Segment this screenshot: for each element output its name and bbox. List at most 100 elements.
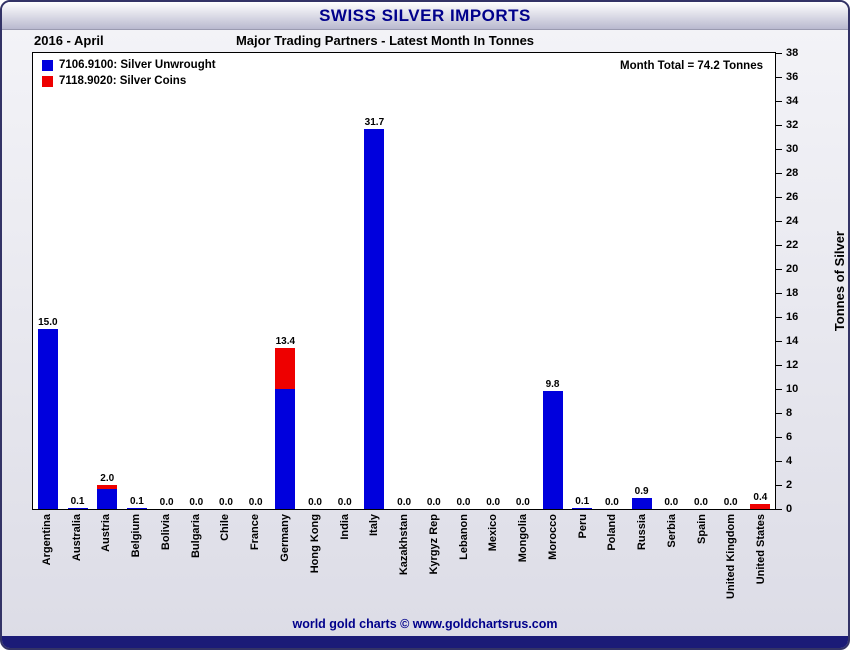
bar-column: 0.0 bbox=[389, 53, 419, 509]
x-axis-label: Russia bbox=[636, 514, 649, 551]
x-axis-label-cell: Lebanon bbox=[449, 511, 479, 617]
subheader: 2016 - April Major Trading Partners - La… bbox=[2, 31, 848, 52]
bar-column: 0.9 bbox=[627, 53, 657, 509]
x-axis-label: France bbox=[249, 514, 262, 551]
x-axis-label-cell: Italy bbox=[359, 511, 389, 617]
x-axis-label-cell: Chile bbox=[211, 511, 241, 617]
bar-value-label: 0.0 bbox=[248, 497, 263, 508]
bar-segment-unwrought bbox=[572, 507, 593, 509]
x-axis-label-cell: Russia bbox=[627, 511, 657, 617]
bar-value-label: 0.1 bbox=[129, 495, 144, 507]
y-tick bbox=[776, 364, 782, 366]
bar-value-label: 0.0 bbox=[397, 497, 412, 508]
bar-value-label: 0.9 bbox=[634, 486, 649, 498]
bar-value-label: 15.0 bbox=[38, 317, 58, 328]
x-axis-label: Bulgaria bbox=[189, 514, 202, 559]
x-axis-label: Poland bbox=[606, 514, 619, 551]
y-tick bbox=[776, 484, 782, 486]
legend-swatch-coins-icon bbox=[42, 75, 53, 87]
bar-value-label: 0.0 bbox=[426, 497, 441, 508]
y-tick-label: 0 bbox=[786, 503, 793, 515]
bar-column: 0.0 bbox=[241, 53, 271, 509]
bar-column: 0.1 bbox=[122, 53, 152, 509]
bar-segment-unwrought bbox=[364, 128, 385, 509]
bar-column: 9.8 bbox=[538, 53, 568, 509]
y-tick bbox=[776, 460, 782, 462]
y-tick bbox=[776, 388, 782, 390]
x-axis-label: Peru bbox=[576, 514, 589, 539]
x-axis-label: Mexico bbox=[487, 514, 500, 552]
y-tick bbox=[776, 76, 782, 78]
bar-column: 13.4 bbox=[271, 53, 301, 509]
bar-column: 0.4 bbox=[746, 53, 776, 509]
x-axis-label: Hong Kong bbox=[308, 514, 321, 574]
x-axis-label-cell: Poland bbox=[598, 511, 628, 617]
legend-item-unwrought: 7106.9100: Silver Unwrought bbox=[42, 59, 216, 71]
y-tick bbox=[776, 292, 782, 294]
x-axis-label-cell: Spain bbox=[687, 511, 717, 617]
bar-segment-coins bbox=[97, 485, 118, 489]
y-tick bbox=[776, 100, 782, 102]
bar-value-label: 0.0 bbox=[456, 497, 471, 508]
x-axis-label-cell: United States bbox=[746, 511, 776, 617]
bars-container: 15.0 0.1 2.0 0.1 0.0 0.0 0.0 0.0 13.4 0.0 0.0 31.7 0… bbox=[33, 53, 775, 509]
x-axis-label-cell: Kyrgyz Rep bbox=[419, 511, 449, 617]
y-tick bbox=[776, 340, 782, 342]
bar-value-label: 0.4 bbox=[753, 492, 768, 504]
bar-segment-coins bbox=[750, 504, 771, 509]
x-axis-label: Germany bbox=[279, 514, 291, 562]
y-tick-label: 26 bbox=[786, 191, 799, 203]
bar-value-label: 0.0 bbox=[189, 497, 204, 508]
x-axis-label-cell: Peru bbox=[568, 511, 598, 617]
x-axis-label: Morocco bbox=[546, 514, 559, 560]
bar-column: 0.0 bbox=[449, 53, 479, 509]
y-tick-label: 4 bbox=[786, 455, 793, 467]
y-tick-label: 30 bbox=[786, 143, 799, 155]
x-axis-label: Argentina bbox=[40, 514, 53, 566]
x-axis-label: Austria bbox=[100, 514, 113, 552]
bar-column: 31.7 bbox=[360, 53, 390, 509]
y-tick bbox=[776, 220, 782, 222]
bar-value-label: 31.7 bbox=[364, 116, 385, 128]
x-axis-label-cell: Bolivia bbox=[151, 511, 181, 617]
y-tick-label: 32 bbox=[786, 119, 799, 131]
bar-column: 0.0 bbox=[656, 53, 686, 509]
bar-column: 0.0 bbox=[300, 53, 330, 509]
bar-segment-coins bbox=[275, 348, 296, 389]
x-axis-label: Kyrgyz Rep bbox=[427, 514, 440, 575]
bar-segment-unwrought bbox=[542, 391, 563, 509]
y-tick-label: 38 bbox=[786, 47, 799, 59]
x-axis-label-cell: Mexico bbox=[478, 511, 508, 617]
bar-segment-unwrought bbox=[275, 389, 296, 509]
x-axis-label: India bbox=[338, 514, 351, 540]
y-tick bbox=[776, 172, 782, 174]
y-tick bbox=[776, 124, 782, 126]
y-tick-label: 24 bbox=[786, 215, 799, 227]
bar-segment-unwrought bbox=[126, 507, 147, 509]
month-total-annotation: Month Total = 74.2 Tonnes bbox=[619, 60, 763, 72]
bar-value-label: 13.4 bbox=[275, 336, 296, 348]
x-axis-label: Serbia bbox=[665, 514, 678, 548]
x-axis-label-cell: France bbox=[240, 511, 270, 617]
x-axis-label-cell: Argentina bbox=[32, 511, 62, 617]
bar-value-label: 0.0 bbox=[694, 497, 708, 508]
y-tick bbox=[776, 268, 782, 270]
bar-value-label: 0.0 bbox=[219, 497, 233, 508]
bar-column: 0.0 bbox=[152, 53, 182, 509]
x-axis-label-cell: India bbox=[330, 511, 360, 617]
bar-value-label: 0.1 bbox=[70, 495, 85, 507]
y-tick bbox=[776, 148, 782, 150]
bar-segment-unwrought bbox=[97, 488, 118, 509]
x-axis-label-cell: Belgium bbox=[121, 511, 151, 617]
bar-column: 0.0 bbox=[597, 53, 627, 509]
x-axis-label-cell: Kazakhstan bbox=[389, 511, 419, 617]
bar-segment-unwrought bbox=[631, 498, 652, 509]
x-axis-label: Italy bbox=[368, 514, 381, 537]
bar-column: 0.0 bbox=[330, 53, 360, 509]
y-tick-label: 14 bbox=[786, 335, 799, 347]
y-tick-label: 12 bbox=[786, 359, 799, 371]
y-tick-label: 10 bbox=[786, 383, 799, 395]
x-axis-label: Mongolia bbox=[517, 514, 530, 563]
page-title: SWISS SILVER IMPORTS bbox=[319, 5, 531, 25]
